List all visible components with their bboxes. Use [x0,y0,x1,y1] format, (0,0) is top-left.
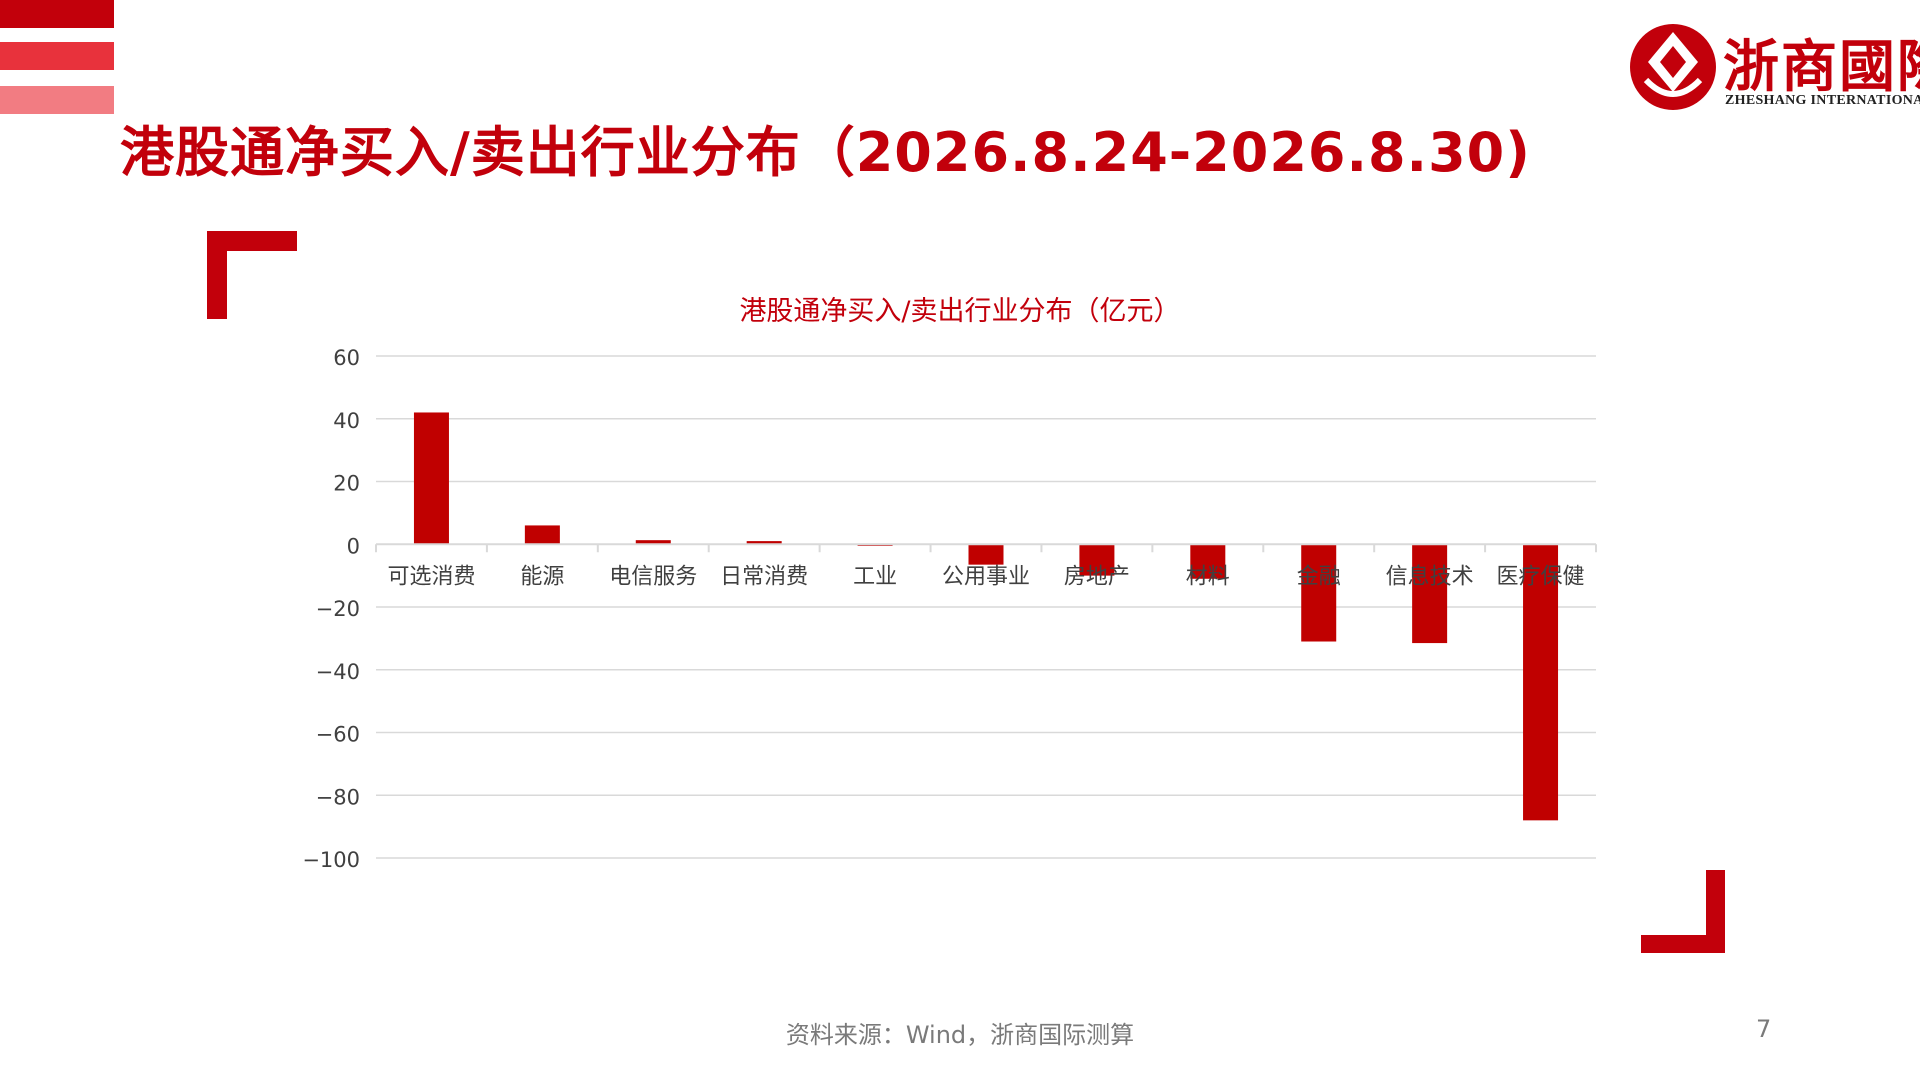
x-category-label: 房地产 [1064,564,1130,589]
y-axis-tick-labels: 60 40 20 0 −20 −40 −60 −80 −100 [302,346,360,872]
source-note: 资料来源：Wind，浙商国际测算 [785,1021,1135,1049]
company-logo: 浙商國際 ZHESHANG INTERNATIONAL [1628,22,1920,112]
logo-english-name: ZHESHANG INTERNATIONAL [1725,93,1920,108]
y-tick-label: −20 [316,597,360,621]
x-category-label: 医疗保健 [1497,564,1585,589]
x-category-label: 公用事业 [942,564,1030,589]
x-category-label: 日常消费 [720,564,808,589]
x-category-label: 能源 [520,564,564,589]
corner-bracket-bottom-horizontal [1641,935,1725,953]
x-category-label: 可选消费 [387,564,475,589]
x-category-label: 金融 [1297,564,1341,589]
bar [413,412,449,545]
x-axis-category-labels: 可选消费 能源 电信服务 日常消费 工业 公用事业 房地产 材料 金融 信息技术 医疗保健 [387,564,1584,589]
y-tick-label: 60 [333,346,360,370]
logo-emblem-icon [1630,24,1716,110]
bar [968,544,1004,565]
x-category-label: 电信服务 [609,564,697,589]
bar [524,525,560,545]
header-stripe-dark [0,0,114,28]
bar [1523,544,1559,821]
y-tick-label: 20 [333,472,360,496]
y-tick-label: 0 [347,534,360,558]
x-category-label: 工业 [853,564,897,589]
zero-axis [375,543,1597,553]
logo-brand-name: 浙商國際 [1723,34,1920,100]
corner-bracket-bottom-vertical [1706,870,1725,953]
corner-bracket-top-vertical [207,231,227,319]
y-tick-label: 40 [333,409,360,433]
y-tick-label: −80 [316,785,360,809]
y-tick-label: −100 [302,848,360,872]
x-category-label: 材料 [1186,564,1230,589]
header-stripe-medium [0,42,114,70]
chart-title: 港股通净买入/卖出行业分布（亿元） [739,296,1180,327]
header-stripe-light [0,86,114,114]
y-tick-label: −60 [316,723,360,747]
corner-bracket-top-horizontal [207,231,297,251]
bar [1079,544,1115,576]
bar [635,540,671,545]
page-number: 7 [1756,1015,1772,1043]
bar [1190,544,1226,579]
y-tick-label: −40 [316,660,360,684]
gridlines [376,355,1596,859]
page-title: 港股通净买入/卖出行业分布（2026.8.24-2026.8.30) [120,121,1531,184]
bar [1301,544,1337,642]
x-category-label: 信息技术 [1386,564,1474,589]
bar [1412,544,1448,644]
bar [746,541,782,545]
bars [413,412,1559,821]
